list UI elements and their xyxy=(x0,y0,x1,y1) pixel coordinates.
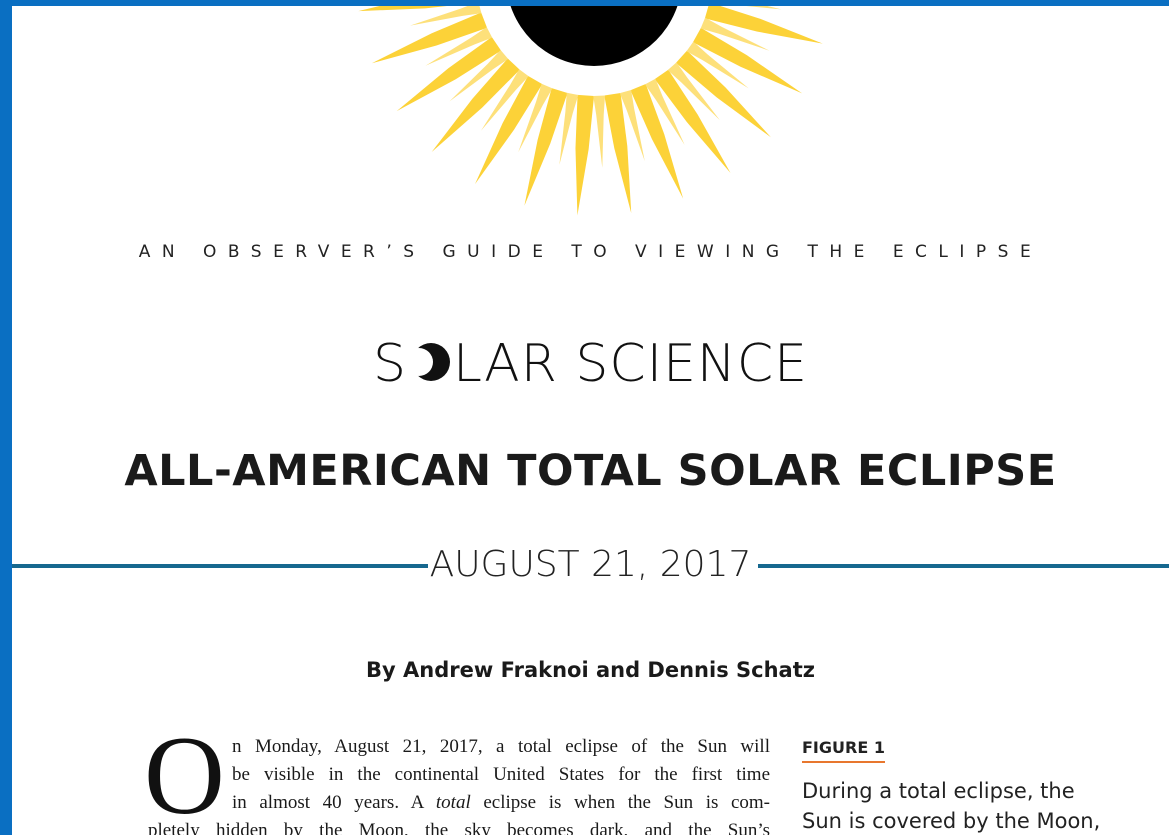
moon-disc xyxy=(506,6,682,66)
kicker: AN OBSERVER’S GUIDE TO VIEWING THE ECLIP… xyxy=(12,242,1169,262)
text-run: be visible in the continental United Sta… xyxy=(232,764,770,785)
text-run: total xyxy=(436,792,471,813)
text-run: n Monday, August 21, 2017, a total eclip… xyxy=(232,736,770,757)
text-run: in almost 40 years. A xyxy=(232,792,436,813)
figure-label: FIGURE 1 xyxy=(802,738,885,763)
body-line: pletely hidden by the Moon, the sky beco… xyxy=(148,818,770,835)
sun-ray xyxy=(705,6,823,44)
document-page: AN OBSERVER’S GUIDE TO VIEWING THE ECLIP… xyxy=(12,6,1169,835)
body-line: be visible in the continental United Sta… xyxy=(232,762,770,787)
sun-ray xyxy=(524,88,567,205)
text-run: pletely hidden by the Moon, the sky beco… xyxy=(148,820,770,835)
date: AUGUST 21, 2017 xyxy=(12,544,1169,585)
logo-eclipse-icon xyxy=(407,339,453,385)
page-frame: AN OBSERVER’S GUIDE TO VIEWING THE ECLIP… xyxy=(0,0,1169,835)
caption-line: During a total eclipse, the xyxy=(802,779,1075,803)
body-line: n Monday, August 21, 2017, a total eclip… xyxy=(232,734,770,759)
byline: By Andrew Fraknoi and Dennis Schatz xyxy=(12,658,1169,682)
text-run: eclipse is when the Sun is com- xyxy=(471,792,770,813)
sun-ray xyxy=(593,95,605,167)
body-line: in almost 40 years. A total eclipse is w… xyxy=(232,790,770,815)
drop-cap: O xyxy=(144,720,225,832)
sun-ray xyxy=(575,95,594,216)
title: ALL-AMERICAN TOTAL SOLAR ECLIPSE xyxy=(12,446,1169,496)
logo-text: S xyxy=(373,334,407,394)
eclipse-illustration xyxy=(12,6,1169,226)
caption-line: Sun is covered by the Moon, xyxy=(802,809,1100,833)
logo-text: LAR SCIENCE xyxy=(453,334,808,394)
logo: S LAR SCIENCE xyxy=(12,334,1169,394)
